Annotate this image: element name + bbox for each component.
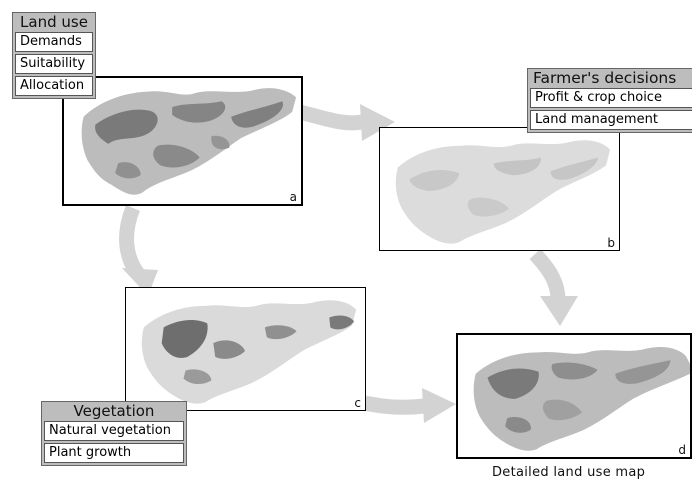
land-use-item-allocation: Allocation [15, 76, 93, 96]
panel-label-c: c [354, 396, 361, 410]
arrow-a-to-c [119, 205, 145, 279]
land-use-item-demands: Demands [15, 32, 93, 52]
map-panel-a: a [62, 76, 303, 206]
arrow-b-to-d [529, 248, 566, 301]
farmer-item-profit-crop-choice: Profit & crop choice [530, 88, 692, 108]
arrowhead-b-to-d [540, 296, 578, 326]
panel-label-a: a [289, 190, 297, 204]
vegetation-item-natural-vegetation: Natural vegetation [44, 421, 184, 441]
vegetation-title: Vegetation [73, 402, 155, 420]
arrowhead-c-to-d [422, 388, 456, 423]
map-panel-c: c [125, 287, 366, 411]
arrow-a-to-b [298, 104, 364, 131]
vegetation-box: Vegetation Natural vegetation Plant grow… [41, 401, 187, 466]
farmer-item-land-management: Land management [530, 110, 692, 130]
vegetation-item-plant-growth: Plant growth [44, 443, 184, 463]
land-use-title: Land use [20, 13, 88, 31]
map-a-image [81, 88, 297, 195]
map-c-image [141, 300, 357, 404]
map-d-image [473, 347, 690, 451]
panel-label-d: d [678, 443, 686, 457]
panel-label-b: b [607, 236, 615, 250]
map-panel-d: d [456, 333, 692, 459]
land-use-item-suitability: Suitability [15, 54, 93, 74]
arrowhead-a-to-b [360, 104, 395, 141]
farmer-decisions-box: Farmer's decisions Profit & crop choice … [527, 68, 692, 133]
arrow-c-to-d [363, 395, 425, 415]
map-panel-b: b [379, 127, 620, 251]
land-use-box: Land use Demands Suitability Allocation [12, 12, 96, 99]
detailed-map-caption: Detailed land use map [492, 465, 646, 480]
map-b-image [395, 140, 611, 244]
farmer-decisions-title: Farmer's decisions [533, 69, 677, 87]
